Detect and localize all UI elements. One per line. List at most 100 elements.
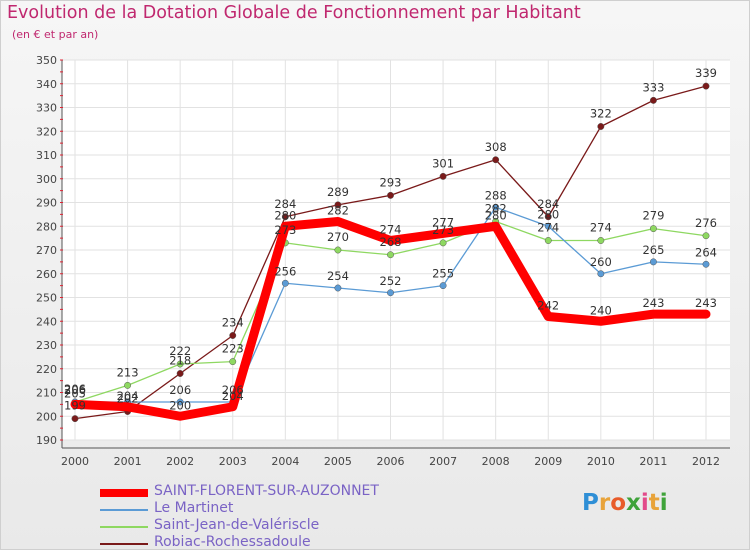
data-label: 293: [380, 175, 402, 189]
data-label: 199: [64, 399, 86, 413]
y-tick-label: 300: [36, 173, 57, 186]
data-label: 333: [642, 80, 664, 94]
data-point: [649, 96, 657, 104]
y-tick-label: 260: [36, 268, 57, 281]
data-label: 284: [274, 197, 296, 211]
data-label: 274: [537, 221, 559, 235]
logo-letter: i: [640, 490, 649, 516]
data-label: 206: [64, 383, 86, 397]
logo-letter: x: [626, 490, 641, 516]
data-point: [387, 289, 394, 297]
data-point: [650, 311, 657, 318]
data-label: 274: [590, 221, 612, 235]
data-label: 206: [222, 383, 244, 397]
data-point: [597, 237, 605, 244]
y-tick-label: 270: [36, 244, 57, 257]
x-tick-label: 2006: [377, 455, 405, 468]
data-label: 282: [485, 202, 507, 216]
data-label: 339: [695, 66, 717, 80]
data-label: 243: [695, 296, 717, 310]
data-point: [71, 415, 79, 423]
data-label: 276: [695, 216, 717, 230]
legend-swatch: [100, 509, 148, 511]
x-tick-label: 2011: [639, 455, 667, 468]
data-point: [545, 313, 552, 320]
legend-swatch: [100, 526, 148, 528]
y-tick-label: 210: [36, 387, 57, 400]
data-point: [176, 370, 184, 377]
y-tick-label: 200: [36, 410, 57, 423]
data-point: [281, 213, 289, 221]
data-label: 268: [380, 235, 402, 249]
data-label: 284: [537, 197, 559, 211]
data-point: [544, 213, 552, 221]
data-label: 301: [432, 156, 454, 170]
data-point: [387, 191, 394, 199]
data-label: 289: [327, 185, 349, 199]
data-point: [703, 311, 709, 318]
data-point: [176, 398, 184, 406]
y-tick-label: 330: [36, 102, 57, 115]
logo-letter: t: [648, 490, 660, 516]
data-label: 200: [169, 398, 191, 412]
data-label: 265: [642, 243, 664, 257]
x-tick-label: 2002: [166, 455, 194, 468]
x-tick-label: 2012: [692, 455, 720, 468]
legend-label: Le Martinet: [154, 500, 234, 516]
data-label: 206: [169, 383, 191, 397]
data-label: 279: [642, 209, 664, 223]
x-tick-label: 2000: [61, 455, 89, 468]
data-label: 234: [222, 316, 244, 330]
data-label: 280: [274, 208, 296, 222]
data-label: 205: [64, 386, 86, 400]
data-label: 256: [274, 264, 296, 278]
data-label: 270: [327, 230, 349, 244]
data-point: [492, 156, 500, 164]
data-point: [544, 237, 552, 244]
logo-letter: P: [582, 490, 599, 516]
x-tick-label: 2001: [114, 455, 142, 468]
x-tick-label: 2007: [429, 455, 457, 468]
logo-letter: r: [598, 490, 611, 516]
y-tick-label: 290: [36, 197, 57, 210]
x-tick-label: 2003: [219, 455, 247, 468]
data-point: [544, 222, 552, 230]
data-label: 252: [380, 274, 402, 288]
data-point: [124, 381, 132, 389]
data-point: [439, 282, 447, 290]
data-label: 243: [642, 296, 664, 310]
data-label: 322: [590, 107, 612, 121]
legend-label: SAINT-FLORENT-SUR-AUZONNET: [154, 483, 379, 499]
data-label: 282: [327, 204, 349, 218]
y-tick-label: 240: [36, 315, 57, 328]
data-point: [387, 251, 394, 259]
y-tick-label: 310: [36, 149, 57, 162]
legend-swatch: [100, 543, 148, 545]
data-label: 218: [169, 354, 191, 368]
data-label: 274: [380, 223, 402, 237]
data-point: [597, 123, 605, 130]
data-point: [229, 332, 237, 339]
data-label: 273: [274, 223, 296, 237]
data-point: [281, 279, 289, 287]
data-point: [702, 260, 710, 268]
legend-label: Robiac-Rochessadoule: [154, 534, 311, 550]
logo-letter: i: [659, 490, 668, 516]
data-label: 288: [485, 188, 507, 202]
data-point: [334, 284, 342, 292]
data-point: [597, 318, 604, 325]
data-label: 280: [537, 207, 559, 221]
data-label: 308: [485, 140, 507, 154]
data-label: 242: [537, 299, 559, 313]
line-chart: 190 200 210 220 230 240 250 260 270 280 290 300 310 3…: [36, 54, 730, 468]
data-point: [597, 270, 605, 278]
data-label: 206: [64, 382, 86, 396]
data-point: [229, 403, 236, 410]
y-tick-label: 250: [36, 292, 57, 305]
data-label: 240: [590, 303, 612, 317]
x-tick-label: 2009: [534, 455, 562, 468]
data-point: [177, 413, 184, 420]
data-point: [387, 237, 394, 244]
x-tick-label: 2005: [324, 455, 352, 468]
chart-subtitle: (en € et par an): [12, 28, 99, 41]
